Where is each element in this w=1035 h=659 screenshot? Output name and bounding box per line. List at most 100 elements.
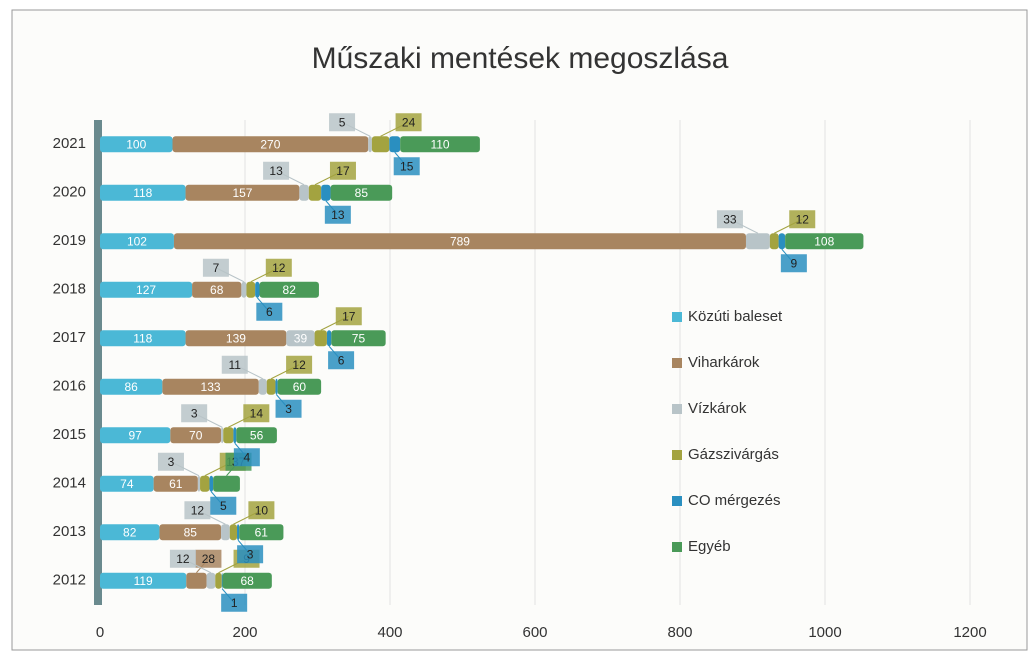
callout-box (157, 452, 184, 471)
value-label: 33 (723, 212, 737, 226)
value-label: 82 (283, 283, 297, 297)
bar-segment (326, 330, 332, 347)
y-tick-label: 2013 (53, 523, 86, 540)
legend-label: Egyéb (688, 538, 731, 555)
y-tick-label: 2016 (53, 378, 86, 395)
value-label: 85 (355, 186, 369, 200)
value-label: 86 (124, 380, 138, 394)
value-label: 13 (269, 164, 283, 178)
bar-segment (185, 330, 287, 347)
bar-segment (389, 136, 401, 153)
y-tick-label: 2020 (53, 184, 86, 201)
value-label: 3 (168, 455, 175, 469)
axis-wall (94, 120, 102, 605)
y-tick-label: 2021 (53, 135, 86, 152)
x-tick-label: 200 (232, 624, 257, 641)
callout-box (248, 501, 275, 520)
bar-segment (255, 281, 260, 298)
bar-segment (209, 475, 214, 492)
value-label: 75 (352, 331, 366, 345)
bar-segment (237, 524, 240, 541)
callout-box (329, 161, 356, 180)
value-label: 3 (247, 547, 254, 561)
callout-box (221, 593, 248, 612)
legend-label: Viharkárok (688, 354, 760, 371)
bar-segment (239, 524, 284, 541)
legend-label: Vízkárok (688, 400, 747, 417)
y-tick-label: 2014 (53, 475, 86, 492)
callout-box (184, 501, 211, 520)
bar-segment (275, 378, 278, 395)
value-label: 270 (260, 137, 280, 151)
bar-segment (246, 281, 256, 298)
bar-segment (308, 184, 322, 201)
value-label: 118 (133, 331, 152, 345)
x-tick-label: 1200 (953, 624, 986, 641)
callout-box (393, 157, 420, 176)
bar-segment (745, 233, 770, 250)
callout-box (328, 351, 355, 370)
bar-segment (769, 233, 779, 250)
bar-segment (229, 524, 238, 541)
bar-segment (100, 184, 186, 201)
bar-segment (186, 572, 207, 589)
value-label: 12 (191, 503, 205, 517)
value-label: 3 (285, 402, 292, 416)
value-label: 102 (127, 234, 147, 248)
value-label: 6 (266, 305, 273, 319)
bar-segment (172, 136, 369, 153)
callout-box (221, 355, 248, 374)
bar-segment (286, 330, 315, 347)
y-tick-label: 2017 (53, 329, 86, 346)
legend-swatch (672, 358, 682, 368)
value-label: 68 (240, 574, 254, 588)
callout-box (243, 404, 270, 423)
value-label: 1 (231, 596, 238, 610)
legend-swatch (672, 496, 682, 506)
bar-segment (259, 281, 319, 298)
bar-segment (258, 378, 267, 395)
value-label: 97 (128, 428, 142, 442)
bar-segment (213, 475, 240, 492)
bar-segment (153, 475, 198, 492)
value-label: 133 (201, 380, 221, 394)
value-label: 68 (210, 283, 224, 297)
y-tick-label: 2018 (53, 281, 86, 298)
value-label: 10 (255, 503, 269, 517)
bar-segment (321, 184, 331, 201)
x-tick-label: 800 (667, 624, 692, 641)
value-label: 60 (293, 380, 307, 394)
bar-segment (266, 378, 276, 395)
value-label: 82 (123, 525, 137, 539)
x-tick-label: 400 (377, 624, 402, 641)
bar-segment (162, 378, 259, 395)
y-tick-label: 2015 (53, 426, 86, 443)
callout-box (237, 545, 264, 564)
value-label: 61 (169, 477, 183, 491)
value-label: 12 (796, 212, 810, 226)
bar-segment (100, 475, 154, 492)
bar-segment (400, 136, 480, 153)
bar-segment (197, 475, 201, 492)
callout-box (265, 258, 292, 277)
value-label: 39 (294, 331, 308, 345)
value-label: 17 (336, 164, 350, 178)
value-label: 14 (250, 406, 264, 420)
bar-segment (185, 184, 300, 201)
bar-segment (299, 184, 309, 201)
bar-segment (206, 572, 216, 589)
bar-segment (100, 427, 171, 444)
bar-segment (170, 427, 222, 444)
callout-box (233, 448, 260, 467)
chart-title: Műszaki mentések megoszlása (312, 42, 729, 75)
value-label: 12 (292, 358, 306, 372)
legend-swatch (672, 450, 682, 460)
legend-label: Közúti baleset (688, 308, 783, 325)
value-label: 12 (272, 261, 286, 275)
bar-segment (100, 572, 187, 589)
value-label: 127 (136, 283, 156, 297)
x-tick-label: 600 (522, 624, 547, 641)
callout-box (181, 404, 208, 423)
value-label: 11 (229, 358, 242, 372)
value-label: 110 (430, 137, 449, 151)
